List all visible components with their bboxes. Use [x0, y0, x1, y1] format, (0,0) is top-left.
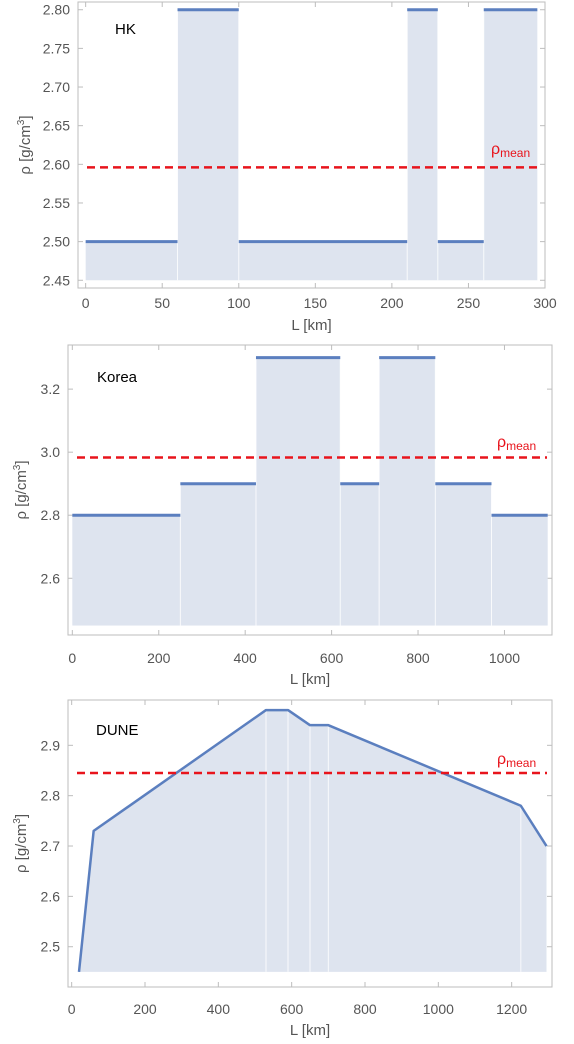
korea-mean-label-symbol: ρ — [497, 434, 506, 451]
hk-plot-frame — [77, 1, 546, 289]
dune-y-tick-label: 2.5 — [41, 939, 61, 955]
hk-y-axis-label: ρ [g/cm3] — [16, 115, 34, 174]
korea-segment-fill — [72, 515, 181, 626]
dune-density-line — [77, 708, 548, 973]
korea-segment-fill — [180, 483, 256, 626]
hk-x-tick-label: 300 — [533, 295, 557, 311]
hk-segment-fill — [85, 241, 178, 281]
dune-y-axis-label: ρ [g/cm3] — [12, 814, 30, 873]
korea-y-tick-label: 3.2 — [41, 381, 61, 397]
hk-x-tick-label: 200 — [380, 295, 404, 311]
hk-x-tick-label: 150 — [304, 295, 328, 311]
dune-y-tick-label: 2.9 — [41, 737, 61, 753]
dune-x-tick-label: 0 — [68, 1001, 76, 1017]
hk-segment-fill — [177, 9, 239, 281]
hk-x-axis-label: L [km] — [291, 317, 331, 334]
korea-y-axis-label: ρ [g/cm3] — [12, 460, 30, 519]
hk-panel: 0 50 100 150 200 250 300 2.45 2.50 2.55 2.60 2.65 2.… — [16, 1, 557, 334]
korea-y-axis-label-sup: 3 — [12, 464, 23, 470]
dune-x-tick-label: 800 — [353, 1001, 377, 1017]
korea-y-tick-label: 3.0 — [41, 444, 61, 460]
korea-mean-label-subscript: mean — [506, 439, 536, 453]
hk-y-axis-label-main: ρ [g/cm — [17, 125, 34, 174]
hk-segment-fill — [437, 241, 484, 281]
korea-y-tick-label: 2.8 — [41, 507, 61, 523]
hk-segment-fill — [238, 241, 408, 281]
korea-plot-frame — [67, 344, 553, 636]
dune-mean-label-subscript: mean — [506, 756, 536, 770]
dune-y-axis-label-end: ] — [13, 814, 30, 818]
dune-x-tick-label: 1000 — [423, 1001, 454, 1017]
korea-y-axis-label-end: ] — [13, 460, 30, 464]
dune-x-tick-label: 200 — [133, 1001, 157, 1017]
korea-panel-title: Korea — [97, 369, 138, 386]
dune-x-axis-label: L [km] — [290, 1022, 330, 1039]
dune-y-tick-label: 2.7 — [41, 838, 61, 854]
hk-y-tick-label: 2.60 — [43, 156, 70, 172]
hk-x-tick-label: 250 — [457, 295, 481, 311]
korea-segment-fill — [491, 515, 548, 626]
hk-y-tick-label: 2.80 — [43, 2, 70, 18]
korea-y-axis-label-main: ρ [g/cm — [13, 470, 30, 519]
hk-y-axis-label-sup: 3 — [16, 119, 27, 125]
dune-x-tick-label: 1200 — [496, 1001, 527, 1017]
hk-x-tick-label: 100 — [227, 295, 251, 311]
korea-x-tick-label: 800 — [406, 650, 430, 666]
hk-panel-title: HK — [115, 21, 136, 38]
korea-x-tick-label: 400 — [233, 650, 257, 666]
korea-x-tick-label: 200 — [147, 650, 171, 666]
korea-y-tick-label: 2.6 — [41, 570, 61, 586]
korea-x-tick-label: 600 — [320, 650, 344, 666]
korea-segment-fill — [435, 483, 492, 626]
hk-y-tick-label: 2.50 — [43, 234, 70, 250]
hk-segment-fill — [407, 9, 438, 281]
dune-y-axis-label-sup: 3 — [12, 818, 23, 824]
korea-x-axis-label: L [km] — [290, 671, 330, 688]
hk-y-tick-label: 2.75 — [43, 40, 70, 56]
dune-mean-label-symbol: ρ — [497, 751, 506, 768]
hk-y-tick-label: 2.55 — [43, 195, 70, 211]
dune-x-tick-label: 600 — [280, 1001, 304, 1017]
korea-segment-fill — [340, 483, 380, 626]
dune-panel-title: DUNE — [96, 722, 139, 739]
dune-area-fill — [79, 710, 547, 972]
hk-x-tick-label: 0 — [82, 295, 90, 311]
dune-y-tick-label: 2.6 — [41, 888, 61, 904]
korea-segment-fill — [379, 357, 436, 626]
hk-y-tick-label: 2.65 — [43, 118, 70, 134]
hk-mean-label: ρmean — [491, 141, 530, 160]
hk-x-tick-label: 50 — [154, 295, 170, 311]
korea-x-tick-label: 0 — [68, 650, 76, 666]
hk-segment-fill — [483, 9, 538, 281]
korea-panel: 0 200 400 600 800 1000 2.6 2.8 3.0 3.2 ρmean Korea L… — [12, 344, 553, 688]
dune-mean-label: ρmean — [497, 751, 536, 770]
dune-y-axis-label-main: ρ [g/cm — [13, 824, 30, 873]
hk-mean-label-symbol: ρ — [491, 141, 500, 158]
korea-mean-label: ρmean — [497, 434, 536, 453]
dune-plot-frame — [67, 699, 553, 988]
korea-segment-fill — [255, 357, 341, 626]
hk-mean-label-subscript: mean — [500, 146, 530, 160]
korea-x-tick-label: 1000 — [489, 650, 520, 666]
hk-y-tick-label: 2.70 — [43, 79, 70, 95]
dune-panel: 0 200 400 600 800 1000 1200 2.5 2.6 2.7 2.8 2.9 ρmea… — [12, 699, 553, 1039]
dune-y-tick-label: 2.8 — [41, 788, 61, 804]
hk-y-axis-label-end: ] — [17, 115, 34, 119]
dune-x-tick-label: 400 — [207, 1001, 231, 1017]
hk-y-tick-label: 2.45 — [43, 272, 70, 288]
